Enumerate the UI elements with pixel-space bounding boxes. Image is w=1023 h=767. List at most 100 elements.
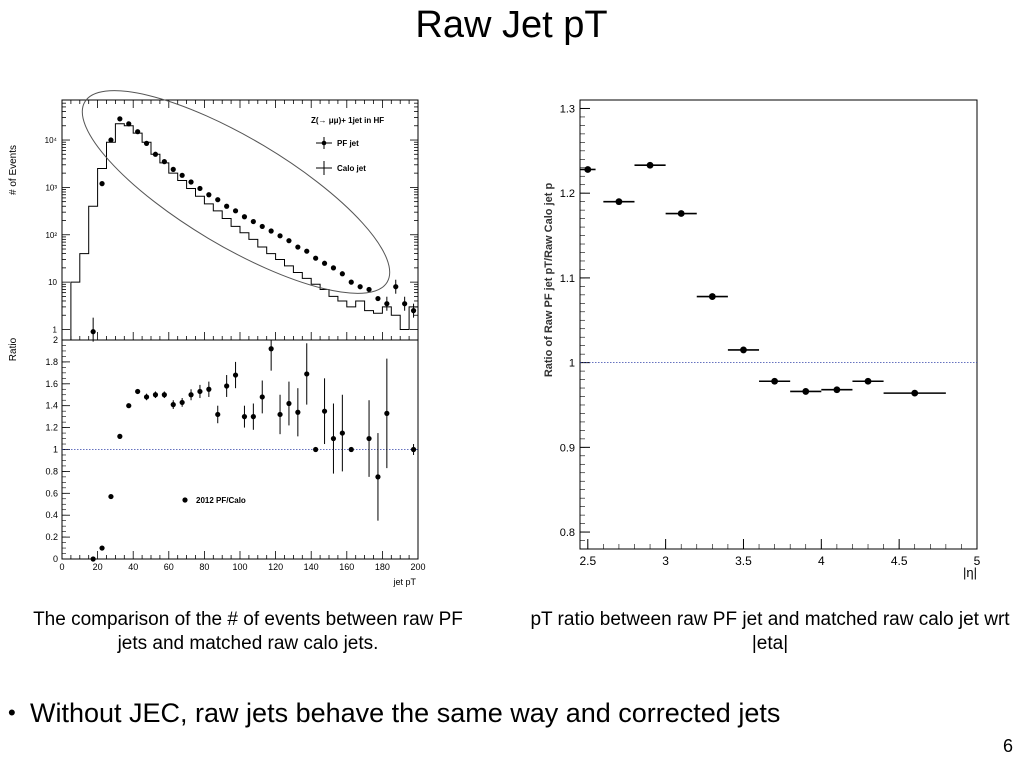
ratio-point xyxy=(330,435,337,442)
ratio-point xyxy=(348,446,354,453)
pf-jet-point xyxy=(277,233,283,239)
events-y-label: # of Events xyxy=(8,145,19,195)
pf-jet-point xyxy=(215,197,221,203)
eta-point xyxy=(615,198,623,206)
x-tick-label: 4 xyxy=(818,554,825,568)
bullet-text: Without JEC, raw jets behave the same wa… xyxy=(30,698,781,728)
ratio-panel: 00.20.40.60.811.21.41.61.820 20 40 60 80 100 1… xyxy=(8,335,426,587)
y-tick-label: 0.2 xyxy=(45,532,58,542)
eta-point xyxy=(584,166,592,173)
events-panel: 1 10 10² 10³ 10⁴ # of Events Z(→ μμ)+ 1jet in … xyxy=(8,90,419,342)
pf-jet-point xyxy=(179,172,185,178)
x-tick-label: 80 xyxy=(199,562,209,572)
x-tick-label: 60 xyxy=(164,562,174,572)
ratio-point xyxy=(161,392,167,398)
y-tick-label: 0 xyxy=(53,554,58,564)
y-tick-label: 0.8 xyxy=(45,466,58,476)
pf-jet-point xyxy=(241,214,248,220)
y-tick-label: 10 xyxy=(48,278,57,287)
y-tick-label: 1.2 xyxy=(560,188,575,200)
pf-jet-point xyxy=(170,166,176,172)
y-tick-label: 0.8 xyxy=(560,527,575,539)
x-tick-label: 3 xyxy=(662,554,669,568)
legend-pf-marker xyxy=(321,140,327,146)
ratio-point xyxy=(250,414,256,420)
pf-jet-point xyxy=(410,308,417,314)
ratio-point xyxy=(143,394,150,400)
pf-jet-point xyxy=(286,238,292,244)
x-tick-label: 100 xyxy=(232,562,247,572)
ratio-point xyxy=(295,409,301,415)
ratio-point xyxy=(375,474,381,480)
eta-x-label: |η| xyxy=(963,565,977,580)
pf-jet-point xyxy=(393,284,399,290)
x-tick-label: 200 xyxy=(410,562,425,572)
eta-point xyxy=(864,377,872,385)
ratio-point xyxy=(170,402,176,408)
ratio-point xyxy=(179,399,185,406)
ratio-point xyxy=(410,446,417,453)
y-tick-label: 1.1 xyxy=(560,273,575,285)
eta-frame xyxy=(579,99,978,550)
eta-point xyxy=(833,386,841,394)
y-tick-label: 1 xyxy=(53,325,58,334)
pf-jet-point xyxy=(295,244,301,250)
pf-jet-point xyxy=(330,265,337,271)
legend-title: Z(→ μμ)+ 1jet in HF xyxy=(311,116,384,125)
x-tick-label: 4.5 xyxy=(891,554,908,568)
pf-jet-point xyxy=(357,284,363,290)
pf-jet-point xyxy=(117,116,123,122)
pf-jet-point xyxy=(375,295,381,302)
pf-jet-point xyxy=(384,301,390,307)
ratio-point xyxy=(232,372,239,378)
pf-jet-point xyxy=(402,301,408,307)
eta-point xyxy=(771,377,779,385)
y-tick-label: 1.4 xyxy=(45,401,58,411)
eta-panel: 0.8 0.9 1 1.1 1.2 1.3 2.5 3 3.5 4 4.5 5 Ratio of Raw… xyxy=(543,99,980,580)
calo-jet-histogram xyxy=(70,123,419,340)
x-tick-label: 2.5 xyxy=(579,554,596,568)
ratio-point xyxy=(321,408,328,414)
y-tick-label: 0.6 xyxy=(45,488,58,498)
y-tick-label: 1 xyxy=(53,445,58,455)
pf-jet-point xyxy=(126,121,132,127)
y-tick-label: 2 xyxy=(53,335,58,345)
x-tick-label: 20 xyxy=(93,562,103,572)
x-tick-label: 3.5 xyxy=(735,554,752,568)
ratio-point xyxy=(215,411,221,418)
x-tick-label: 0 xyxy=(59,562,64,572)
ratio-point xyxy=(277,411,283,418)
pf-jet-point xyxy=(304,248,310,254)
pf-jet-point xyxy=(108,137,114,143)
pf-jet-point xyxy=(206,192,212,198)
ratio-point xyxy=(126,403,132,409)
ratio-point xyxy=(339,430,345,436)
x-tick-label: 140 xyxy=(304,562,319,572)
y-tick-label: 1.2 xyxy=(45,423,58,433)
pf-jet-point xyxy=(348,279,354,285)
ratio-point xyxy=(304,371,310,377)
x-tick-label: 5 xyxy=(974,554,980,568)
ratio-point xyxy=(117,433,123,439)
y-tick-label: 0.9 xyxy=(560,442,575,454)
y-tick-label: 0.4 xyxy=(45,510,58,520)
ratio-point xyxy=(241,414,248,420)
y-tick-label: 1.3 xyxy=(560,103,575,115)
ratio-point xyxy=(99,545,105,551)
ratio-y-label: Ratio xyxy=(8,337,19,361)
y-tick-label: 10² xyxy=(45,231,57,240)
pf-jet-point xyxy=(188,179,194,185)
page-number: 6 xyxy=(1002,736,1013,756)
eta-ratio-plot: 0.8 0.9 1 1.1 1.2 1.3 2.5 3 3.5 4 4.5 5 Ratio of Raw… xyxy=(543,99,980,580)
slide-title: Raw Jet pT xyxy=(415,4,608,46)
ratio-point xyxy=(152,392,159,398)
ratio-point xyxy=(135,388,141,395)
x-tick-label: 40 xyxy=(128,562,138,572)
ratio-point xyxy=(259,394,265,400)
pf-jet-point xyxy=(339,271,345,277)
pf-jet-point xyxy=(224,203,230,209)
legend-pf-label: PF jet xyxy=(337,139,359,148)
ratio-x-label: jet pT xyxy=(392,577,416,587)
left-caption: The comparison of the # of events betwee… xyxy=(33,609,463,654)
eta-point xyxy=(740,346,747,354)
